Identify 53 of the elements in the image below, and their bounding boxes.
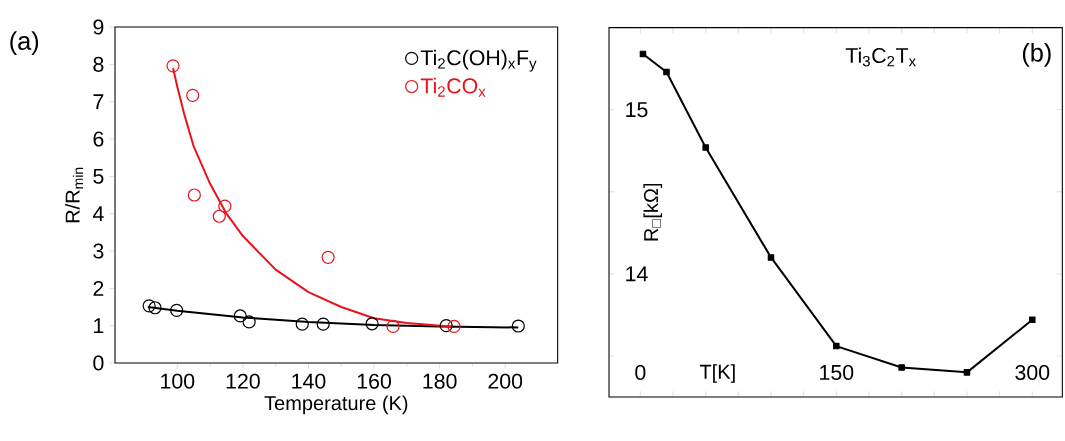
point: [767, 254, 775, 261]
y-tick-label: 14: [626, 266, 648, 282]
point: [663, 68, 670, 76]
point: [1029, 316, 1036, 324]
point: [187, 188, 201, 202]
point: [218, 199, 232, 213]
y-tick-label: 9: [93, 19, 104, 35]
point: [365, 317, 379, 331]
y-tick-label: 6: [93, 131, 104, 147]
y-tick-label: 2: [93, 280, 104, 296]
point: [233, 309, 247, 323]
point: [166, 59, 180, 73]
y-axis-title: R$_{□}$[kΩ]: [643, 183, 663, 241]
point: [321, 250, 335, 264]
point: [447, 319, 461, 333]
point: [898, 364, 905, 371]
point: [295, 317, 309, 331]
x-tick-label: 300: [1015, 364, 1050, 381]
x-axis-title: Temperature (K): [264, 395, 408, 415]
x-axis-title: T[K]: [699, 364, 735, 383]
point: [186, 88, 200, 102]
point: [833, 342, 840, 350]
x-tick-label: 160: [357, 373, 391, 389]
y-tick-label: 4: [92, 206, 104, 221]
y-tick-label: 3: [93, 243, 104, 259]
point: [963, 369, 971, 376]
y-tick-label: 5: [93, 168, 104, 184]
point: [212, 209, 226, 223]
y-tick-label: 1: [94, 318, 104, 333]
x-tick-label: 200: [488, 373, 523, 389]
y-axis-title: R/R$_{min}$: [65, 167, 84, 223]
point: [386, 319, 400, 333]
legend-label: Ti$_{2}$C(OH)$_{x}$F$_{y}$: [420, 49, 537, 72]
annotation: (b): [1022, 43, 1051, 67]
point: [148, 301, 162, 315]
x-tick-label: 150: [820, 364, 854, 381]
point: [170, 303, 184, 317]
point: [316, 317, 330, 331]
text: Ti$_{3}$C$_{2}$T$_{x}$: [845, 47, 916, 67]
point: [242, 315, 256, 329]
x-tick-label: 120: [226, 373, 260, 389]
point: [702, 144, 709, 151]
point: [439, 319, 453, 333]
legend-label: Ti$_{2}$CO$_{x}$: [420, 77, 486, 97]
point: [142, 299, 156, 313]
y-tick-label: 7: [93, 94, 104, 109]
text: (a): [10, 31, 39, 55]
y-tick-label: 15: [626, 102, 648, 118]
x-tick-label: 100: [161, 373, 195, 389]
x-tick-label: 140: [292, 373, 326, 389]
x-tick-label: 180: [423, 373, 457, 389]
y-tick-label: 8: [93, 56, 104, 72]
point: [511, 319, 525, 333]
